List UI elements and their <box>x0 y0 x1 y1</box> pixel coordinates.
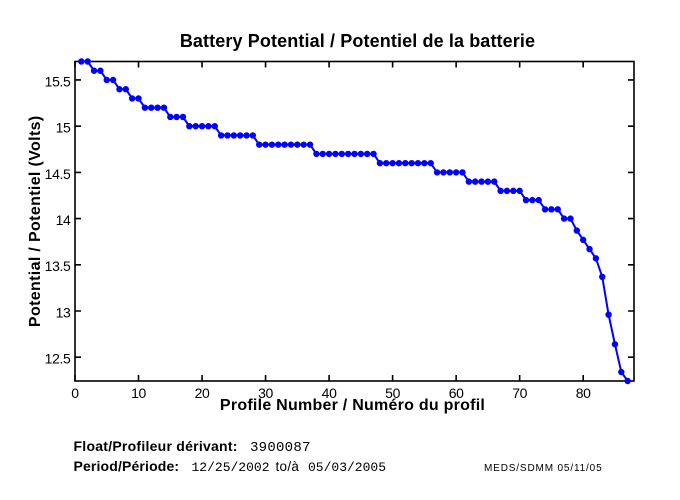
svg-text:Period/Période:: Period/Période: <box>74 458 180 474</box>
svg-text:10: 10 <box>131 385 146 401</box>
svg-text:to/à: to/à <box>276 459 300 474</box>
svg-text:80: 80 <box>576 385 591 401</box>
svg-text:70: 70 <box>512 385 527 401</box>
svg-text:12/25/2002: 12/25/2002 <box>192 460 270 475</box>
svg-text:13.5: 13.5 <box>45 258 71 274</box>
svg-text:30: 30 <box>258 385 273 401</box>
svg-text:40: 40 <box>322 385 337 401</box>
svg-text:20: 20 <box>195 385 210 401</box>
svg-text:13: 13 <box>56 304 71 320</box>
svg-text:Profile Number / Numéro du pro: Profile Number / Numéro du profil <box>220 397 485 414</box>
svg-text:Potential / Potentiel (Volts): Potential / Potentiel (Volts) <box>27 115 44 327</box>
svg-text:MEDS/SDMM 05/11/05: MEDS/SDMM 05/11/05 <box>484 463 602 474</box>
svg-text:60: 60 <box>449 385 464 401</box>
svg-text:0: 0 <box>71 385 79 401</box>
svg-text:Battery Potential / Potentiel: Battery Potential / Potentiel de la batt… <box>180 31 535 51</box>
svg-text:05/03/2005: 05/03/2005 <box>308 460 386 475</box>
svg-text:15: 15 <box>56 120 71 136</box>
svg-text:3900087: 3900087 <box>250 440 311 456</box>
svg-text:50: 50 <box>385 385 400 401</box>
svg-text:Float/Profileur dérivant:: Float/Profileur dérivant: <box>74 438 238 454</box>
svg-text:14: 14 <box>56 212 71 228</box>
svg-text:12.5: 12.5 <box>45 351 71 367</box>
svg-text:14.5: 14.5 <box>45 166 71 182</box>
svg-text:15.5: 15.5 <box>45 73 71 89</box>
